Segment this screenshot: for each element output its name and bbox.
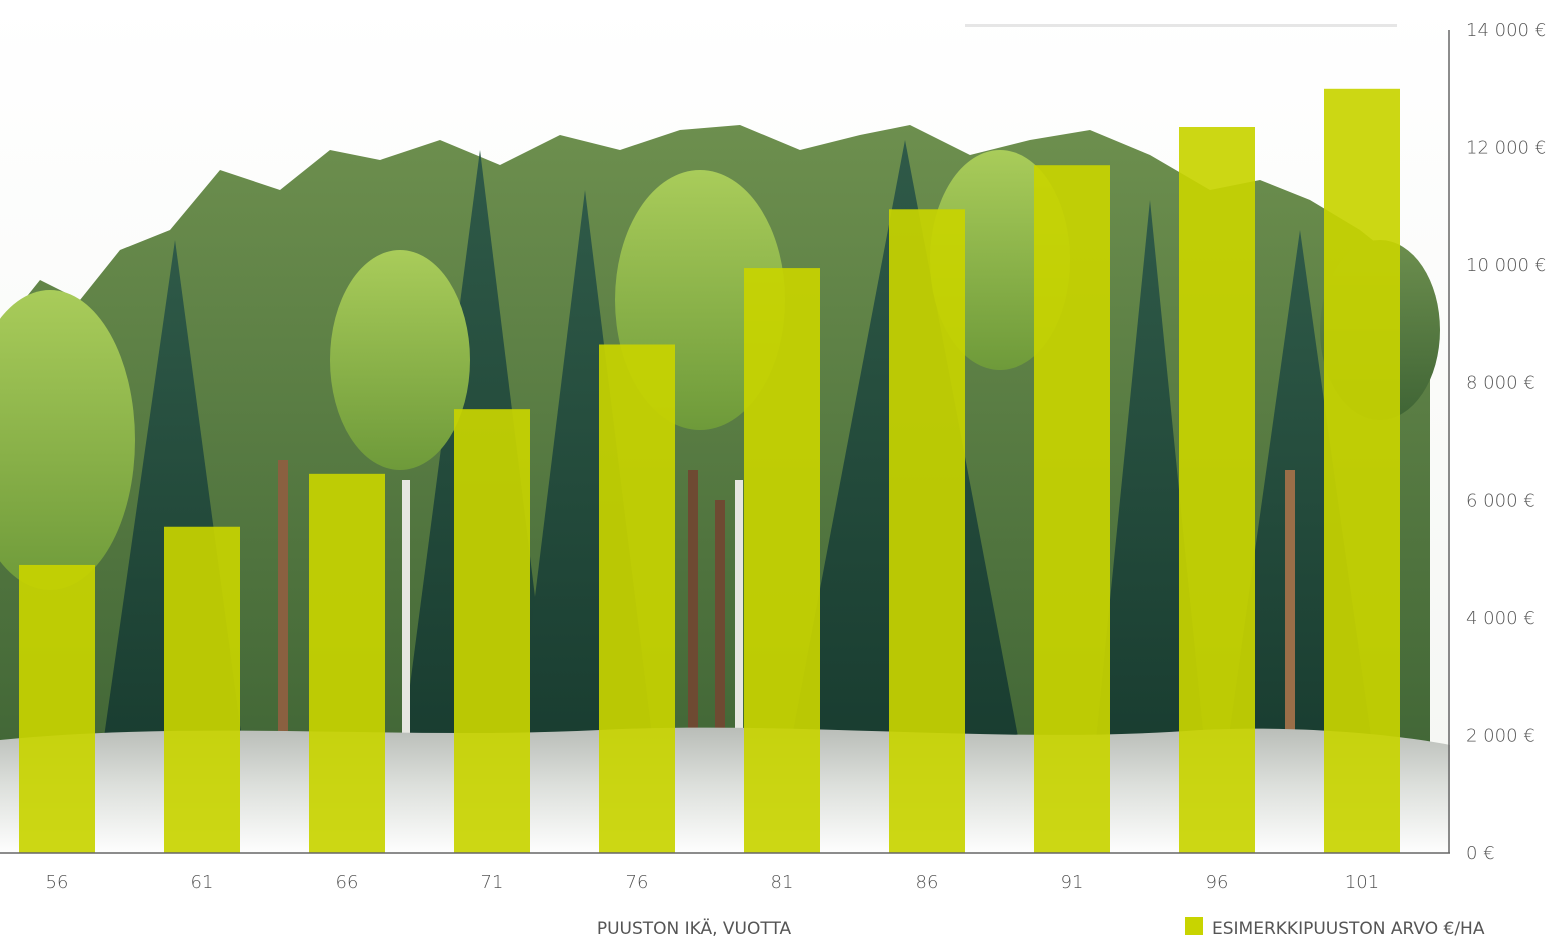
x-tick-label: 76	[626, 872, 649, 893]
bar-96	[1179, 126, 1255, 853]
y-tick-label: 6 000 €	[1466, 490, 1535, 511]
y-tick-label: 4 000 €	[1466, 608, 1535, 629]
y-tick-label: 14 000 €	[1466, 20, 1546, 41]
bar-56	[19, 564, 95, 853]
x-tick-labels: 56 61 66 71 76 81 86 91 96 101	[46, 872, 1380, 893]
y-tick-label: 0 €	[1466, 843, 1495, 864]
x-tick-label: 96	[1206, 872, 1229, 893]
bar-61	[164, 526, 240, 853]
y-tick-label: 8 000 €	[1466, 373, 1535, 394]
bar-101	[1324, 88, 1400, 854]
bar-series	[19, 88, 1400, 854]
legend-swatch	[1185, 917, 1203, 935]
bar-81	[744, 268, 820, 853]
y-tick-label: 10 000 €	[1466, 255, 1546, 276]
bar-86	[889, 209, 965, 853]
bar-91	[1034, 165, 1110, 853]
x-tick-label: 56	[46, 872, 69, 893]
bar-76	[599, 344, 675, 853]
y-tick-label: 2 000 €	[1466, 725, 1535, 746]
x-axis-title: PUUSTON IKÄ, VUOTTA	[597, 918, 792, 938]
bar-66	[309, 473, 385, 853]
x-tick-label: 101	[1345, 872, 1379, 893]
y-tick-labels: 0 € 2 000 € 4 000 € 6 000 € 8 000 € 10 000 € 1…	[1466, 20, 1546, 864]
x-tick-label: 81	[771, 872, 794, 893]
x-tick-label: 66	[336, 872, 359, 893]
x-tick-label: 86	[916, 872, 939, 893]
x-tick-label: 91	[1061, 872, 1084, 893]
x-tick-label: 61	[191, 872, 214, 893]
legend: ESIMERKKIPUUSTON ARVO €/HA	[1185, 917, 1485, 938]
legend-label: ESIMERKKIPUUSTON ARVO €/HA	[1212, 919, 1485, 938]
y-tick-label: 12 000 €	[1466, 138, 1546, 159]
bar-71	[454, 409, 530, 853]
x-tick-label: 71	[481, 872, 504, 893]
